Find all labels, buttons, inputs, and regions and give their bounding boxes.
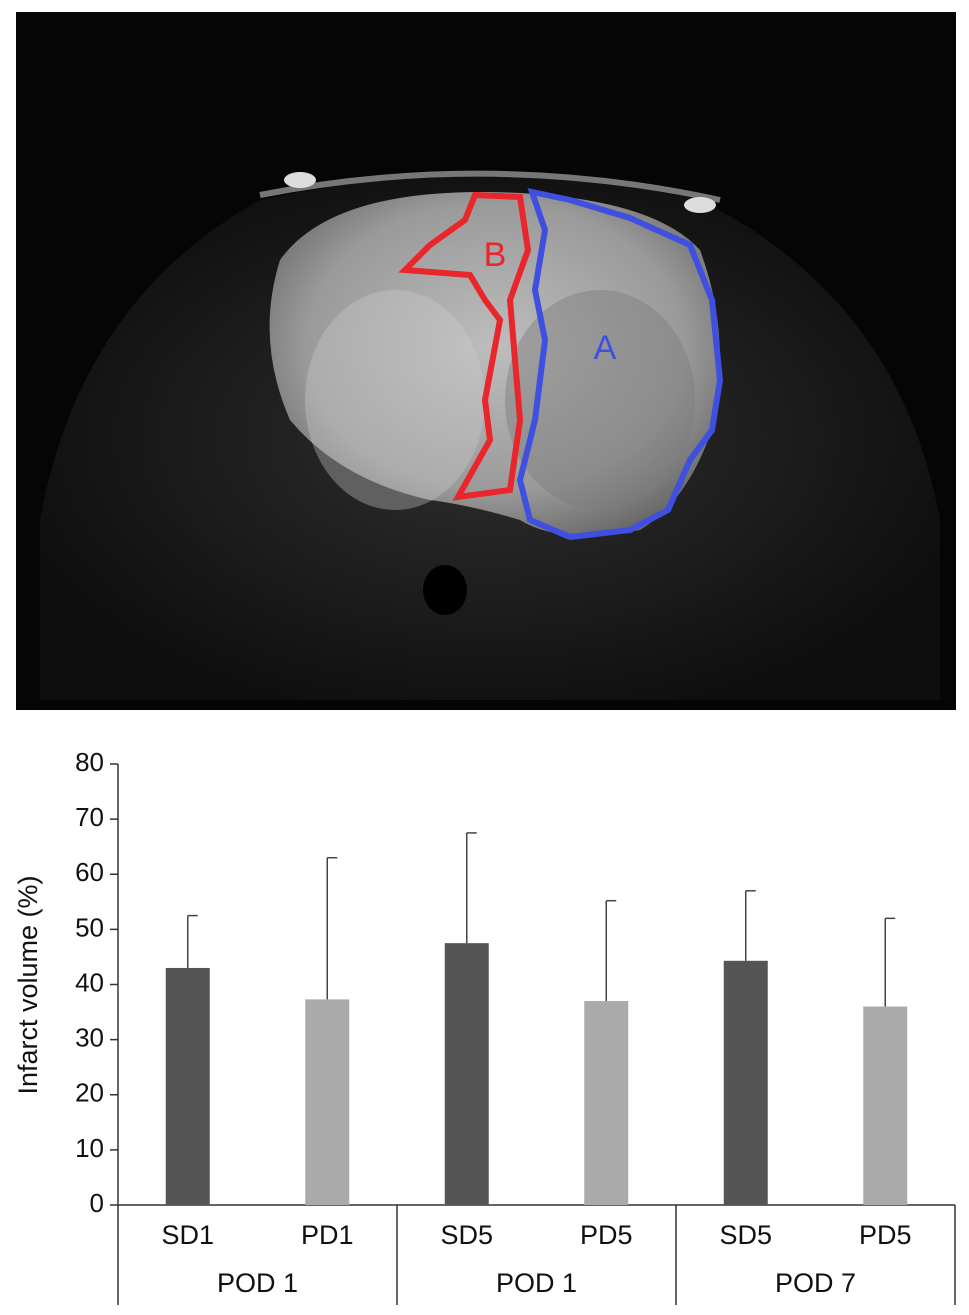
bar (723, 960, 768, 1205)
y-tick-label: 30 (75, 1023, 104, 1053)
bar (305, 999, 350, 1205)
x-tick-label: SD5 (440, 1220, 493, 1250)
error-bar (187, 914, 198, 968)
y-tick-label: 20 (75, 1078, 104, 1108)
y-tick-label: 40 (75, 967, 104, 997)
y-tick-label: 70 (75, 802, 104, 832)
y-tick-label: 10 (75, 1133, 104, 1163)
x-tick-label: PD1 (301, 1220, 354, 1250)
error-bar (326, 856, 338, 1000)
x-tick-label: SD1 (161, 1220, 214, 1250)
error-bar (466, 832, 477, 944)
y-tick-label: 80 (75, 747, 104, 777)
region-a-outline (516, 187, 724, 541)
x-tick-label: PD5 (859, 1220, 912, 1250)
mri-image: A B (16, 12, 956, 710)
y-tick-label: 50 (75, 912, 104, 942)
y-tick-label: 60 (75, 857, 104, 887)
error-bar (884, 917, 896, 1007)
error-bar (745, 890, 756, 961)
bar (165, 967, 210, 1205)
group-label: POD 1 (496, 1268, 577, 1298)
bar (444, 943, 489, 1205)
y-tick-label: 0 (90, 1188, 104, 1218)
y-axis-label: Infarct volume (%) (13, 875, 43, 1094)
region-b-outline (398, 191, 532, 501)
error-bar (605, 899, 617, 1002)
bar (584, 1001, 629, 1205)
region-label: B (484, 236, 507, 274)
group-label: POD 1 (217, 1268, 298, 1298)
x-tick-label: SD5 (719, 1220, 772, 1250)
x-tick-label: PD5 (580, 1220, 633, 1250)
bar (863, 1006, 908, 1205)
group-label: POD 7 (775, 1268, 856, 1298)
region-label: A (594, 329, 617, 367)
